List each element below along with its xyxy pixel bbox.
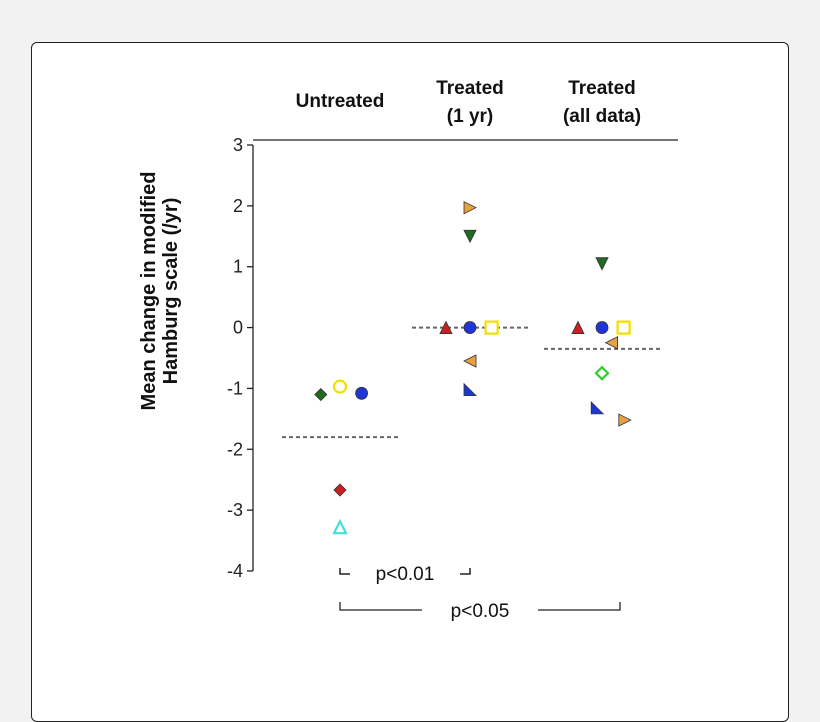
y-tick-label: 1 — [233, 257, 243, 277]
y-tick-label: 2 — [233, 196, 243, 216]
data-point-2 — [355, 386, 369, 400]
data-point-8 — [463, 321, 477, 334]
bracket-p001-right — [460, 568, 471, 575]
annotation-p001: p<0.01 — [376, 564, 435, 585]
group-label-1-line0: Treated — [436, 78, 504, 99]
y-tick-label: -4 — [227, 561, 243, 581]
data-point-16 — [604, 336, 618, 350]
data-point-10 — [463, 354, 477, 368]
bracket-p005-right — [538, 602, 621, 611]
chart-area: 3 2 1 0 -1 -2 -3 -4 Mean change in modified Hambu… — [105, 74, 716, 661]
data-point-7 — [439, 320, 453, 334]
bracket-p001-left — [339, 568, 350, 575]
data-point-14 — [595, 321, 609, 334]
data-point-6 — [463, 229, 477, 244]
y-axis-label-line2: Hamburg scale (/yr) — [160, 198, 182, 385]
data-point-12 — [595, 257, 609, 271]
y-tick-label: -1 — [227, 378, 243, 398]
group-label-2-line1: (all data) — [563, 106, 641, 127]
data-point-11 — [463, 382, 477, 397]
group-label-2-line0: Treated — [568, 78, 636, 99]
y-tick-label: 3 — [233, 135, 243, 155]
group-label-1-line1: (1 yr) — [447, 106, 493, 127]
data-point-3 — [333, 483, 347, 497]
annotation-p005: p<0.05 — [451, 601, 510, 622]
data-point-1 — [332, 379, 348, 394]
y-tick-label: -3 — [227, 500, 243, 520]
data-point-15 — [616, 320, 631, 335]
data-point-4 — [332, 518, 348, 535]
y-tick-label: 0 — [233, 318, 243, 338]
data-point-19 — [618, 413, 632, 427]
y-axis-label-line1: Mean change in modified — [138, 172, 160, 411]
data-point-0 — [314, 387, 328, 402]
data-point-5 — [463, 201, 477, 215]
data-point-9 — [484, 320, 499, 335]
group-label-0-line0: Untreated — [296, 91, 385, 112]
data-point-18 — [590, 400, 605, 415]
data-point-17 — [594, 365, 610, 381]
scatter-chart: 3 2 1 0 -1 -2 -3 -4 Mean change in modified Hambu… — [138, 78, 678, 622]
y-tick-label: -2 — [227, 439, 243, 459]
data-point-13 — [571, 320, 585, 334]
bracket-p005-left — [339, 602, 422, 611]
